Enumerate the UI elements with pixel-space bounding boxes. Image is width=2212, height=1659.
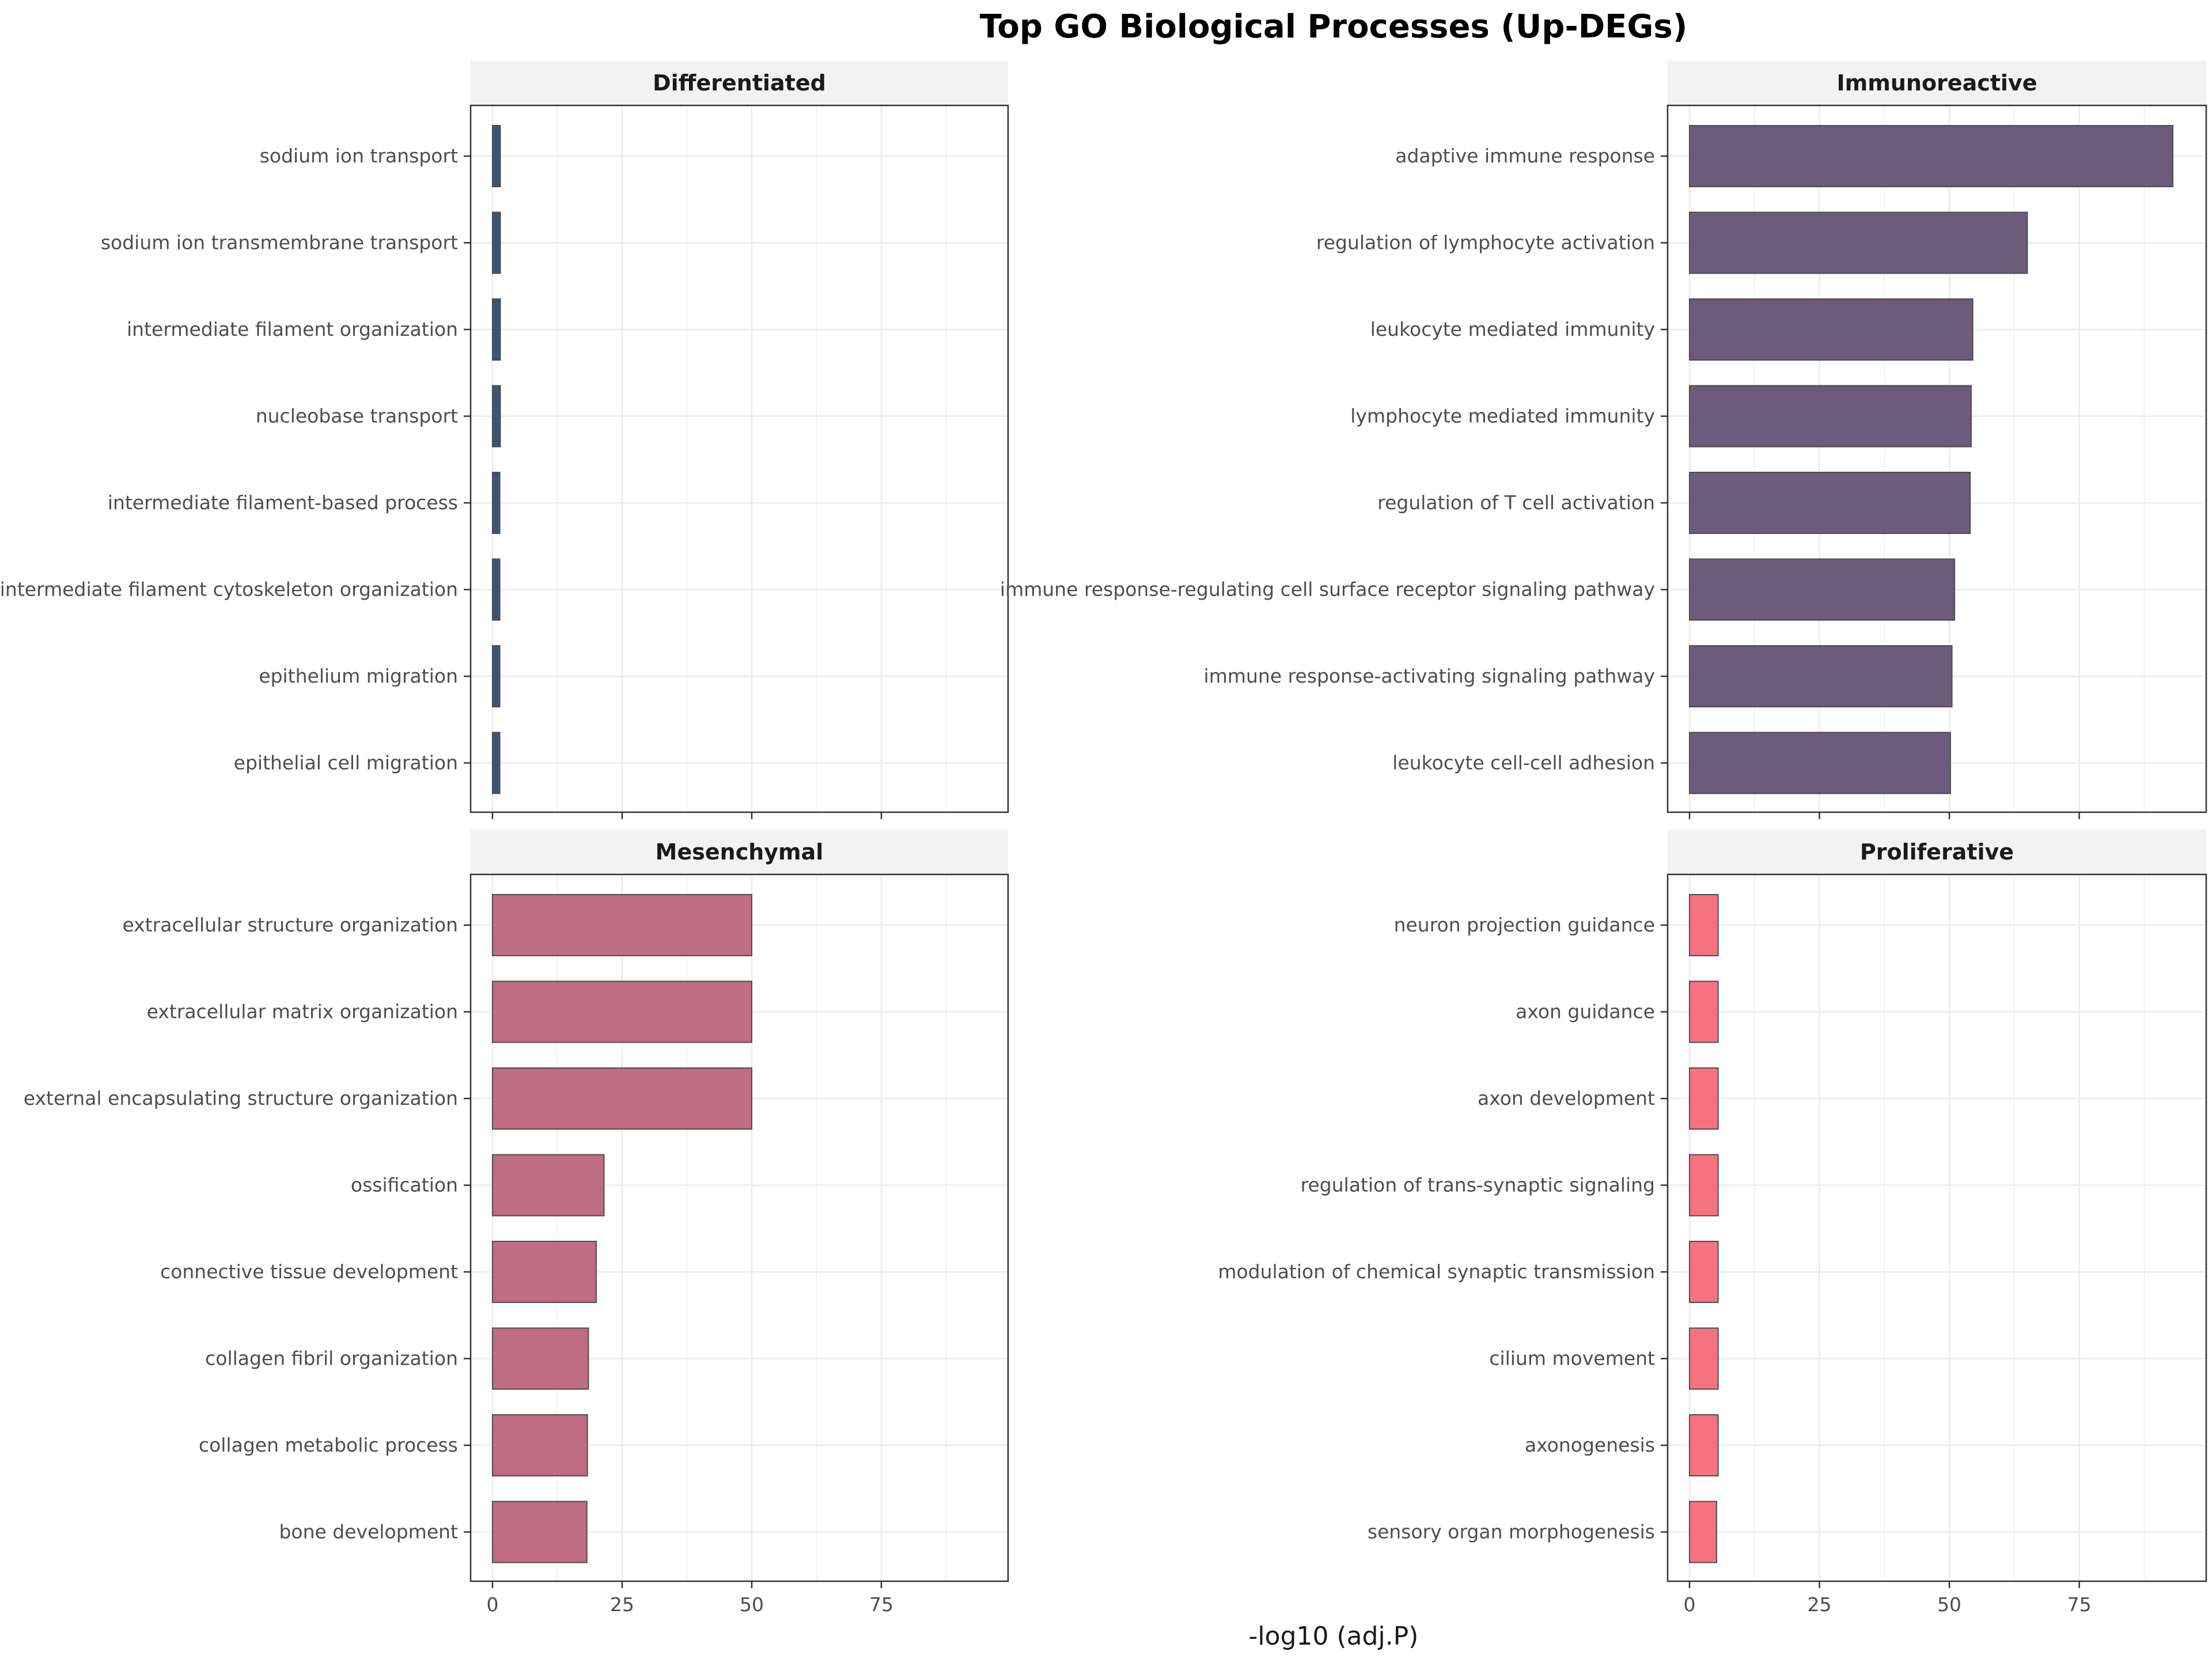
facet-strip-label: Proliferative <box>1860 839 2014 865</box>
bar <box>492 645 501 707</box>
bar <box>492 1241 597 1303</box>
category-label: intermediate filament cytoskeleton organ… <box>0 578 458 601</box>
category-label: leukocyte cell-cell adhesion <box>1392 752 1655 774</box>
panel-border <box>1666 873 2207 1582</box>
bar <box>1689 732 1951 794</box>
bar <box>1689 1414 1719 1476</box>
category-label: immune response-regulating cell surface … <box>1000 578 1655 601</box>
category-label: neuron projection guidance <box>1394 914 1655 936</box>
x-tick-label: 75 <box>2067 1593 2092 1616</box>
category-label: axon guidance <box>1516 1001 1655 1023</box>
facet-strip <box>1668 60 2206 105</box>
bar <box>1689 1501 1717 1563</box>
category-label: epithelial cell migration <box>234 752 458 774</box>
bar <box>1689 558 1956 621</box>
category-label: leukocyte mediated immunity <box>1370 318 1655 340</box>
category-label: bone development <box>279 1521 458 1543</box>
x-tick-label: 25 <box>1808 1593 1832 1616</box>
panel-immunoreactive: Immunoreactive adaptive immune response re… <box>1000 60 2207 819</box>
category-label: modulation of chemical synaptic transmis… <box>1218 1260 1655 1283</box>
chart-title: Top GO Biological Processes (Up-DEGs) <box>980 8 1688 46</box>
facet-strip-label: Mesenchymal <box>656 839 824 865</box>
bar <box>492 472 501 534</box>
bar <box>492 298 501 361</box>
panels: Differentiated sodium ion transport sodium… <box>0 60 2207 1616</box>
category-label: adaptive immune response <box>1395 145 1655 167</box>
facet-strip-label: Differentiated <box>653 70 826 96</box>
bar <box>1689 385 1972 448</box>
category-label: connective tissue development <box>160 1260 458 1283</box>
bar <box>1689 1067 1719 1130</box>
bar <box>1689 645 1953 707</box>
bar <box>1689 125 2173 187</box>
category-label: sensory organ morphogenesis <box>1368 1521 1655 1543</box>
category-label: cilium movement <box>1489 1347 1655 1370</box>
bar <box>1689 1154 1719 1217</box>
bar <box>492 558 501 621</box>
bar <box>492 1501 588 1563</box>
category-label: ossification <box>351 1174 458 1196</box>
category-label: sodium ion transmembrane transport <box>101 232 458 254</box>
bar <box>492 894 752 956</box>
bar <box>492 125 501 187</box>
category-label: sodium ion transport <box>260 145 458 167</box>
x-tick-label: 25 <box>610 1593 634 1616</box>
bar <box>492 1327 589 1390</box>
bar <box>1689 211 2028 274</box>
category-label: axonogenesis <box>1525 1434 1655 1456</box>
facet-strip <box>471 830 1008 874</box>
x-tick-label: 50 <box>1937 1593 1961 1616</box>
category-label: epithelium migration <box>259 665 458 687</box>
category-label: intermediate filament organization <box>127 318 458 340</box>
panel-border <box>469 873 1009 1582</box>
category-label: extracellular structure organization <box>122 914 458 936</box>
panel-background <box>471 105 1008 812</box>
bar <box>1689 980 1719 1043</box>
bar <box>1689 894 1719 956</box>
x-tick-label: 0 <box>487 1593 499 1616</box>
category-label: collagen metabolic process <box>199 1434 458 1456</box>
x-axis-label: -log10 (adj.P) <box>1249 1622 1419 1651</box>
category-label: external encapsulating structure organiz… <box>24 1087 458 1109</box>
category-label: immune response-activating signaling pat… <box>1204 665 1655 687</box>
category-label: regulation of T cell activation <box>1377 491 1655 514</box>
facet-strip <box>1668 830 2206 874</box>
bar <box>492 385 501 448</box>
bar <box>1689 298 1974 361</box>
category-label: intermediate filament-based process <box>108 491 458 514</box>
bar <box>492 211 501 274</box>
bar <box>1689 1327 1719 1390</box>
x-tick-label: 75 <box>869 1593 893 1616</box>
bar <box>492 1067 752 1130</box>
panel-mesenchymal: Mesenchymal extracellular structure organ… <box>24 830 1009 1616</box>
panel-proliferative: Proliferative neuron projection guidance a… <box>1218 830 2207 1616</box>
panel-background <box>1668 874 2206 1581</box>
category-label: axon development <box>1478 1087 1655 1109</box>
panel-differentiated: Differentiated sodium ion transport sodium… <box>0 60 1009 819</box>
bar <box>1689 1241 1719 1303</box>
facet-strip-label: Immunoreactive <box>1837 70 2037 96</box>
category-label: collagen fibril organization <box>205 1347 458 1370</box>
panel-border <box>469 104 1009 813</box>
x-tick-label: 0 <box>1684 1593 1696 1616</box>
category-label: extracellular matrix organization <box>147 1001 458 1023</box>
bar <box>492 1154 605 1217</box>
panel-border <box>1666 104 2207 813</box>
category-label: regulation of trans-synaptic signaling <box>1301 1174 1655 1196</box>
bar <box>492 1414 588 1476</box>
bar <box>492 732 501 794</box>
x-tick-label: 50 <box>740 1593 764 1616</box>
category-label: regulation of lymphocyte activation <box>1316 232 1655 254</box>
facet-strip <box>471 60 1008 105</box>
bar <box>492 980 752 1043</box>
category-label: lymphocyte mediated immunity <box>1350 405 1655 427</box>
category-label: nucleobase transport <box>256 405 458 427</box>
bar <box>1689 472 1971 534</box>
